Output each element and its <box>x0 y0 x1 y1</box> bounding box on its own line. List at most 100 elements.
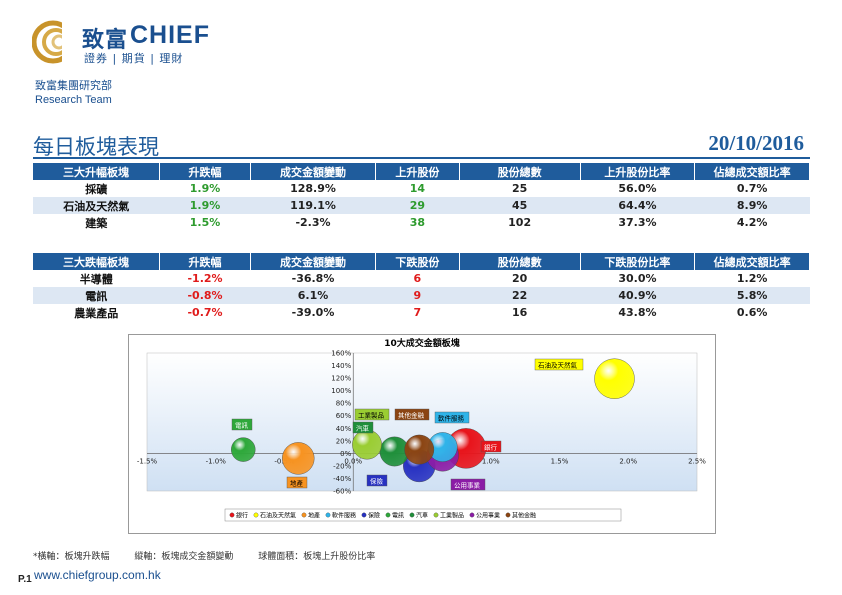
table-cell: 4.2% <box>736 216 768 229</box>
legend-label: 工業製品 <box>440 512 464 520</box>
table-cell: 16 <box>511 306 528 319</box>
bubble-label-box <box>352 421 374 434</box>
table-cell: 7 <box>413 306 422 319</box>
page-number: P.1 <box>18 574 32 585</box>
table-row: 農業產品 -0.7% -39.0% 7 16 43.8% 0.6% <box>33 304 810 321</box>
column-header: 三大跌幅板塊 <box>33 253 161 270</box>
table-row: 半導體 -1.2% -36.8% 6 20 30.0% 1.2% <box>33 270 810 287</box>
bubble-label-box <box>480 440 502 453</box>
column-header: 成交金額變動 <box>250 163 377 180</box>
bubble-label: 軟件服務 <box>438 414 465 423</box>
table-cell: -36.8% <box>291 272 335 285</box>
legend-label: 石油及天然氣 <box>260 512 296 520</box>
bubble-label: 工業製品 <box>358 411 384 420</box>
legend-marker <box>505 512 511 518</box>
table-cell: 25 <box>511 182 528 195</box>
brand-english: CHIEF <box>130 21 210 49</box>
bubble-label: 保險 <box>370 477 384 486</box>
bubble-label-box <box>354 408 390 421</box>
dept-english: Research Team <box>35 94 112 106</box>
company-logo: 致富 CHIEF 證券 | 期貨 | 理財 <box>32 20 242 68</box>
table-cell: 電訊 <box>33 287 160 304</box>
table-cell: 128.9% <box>290 182 336 195</box>
chief-logo-icon <box>32 20 78 64</box>
page-title: 每日板塊表現 <box>33 135 159 159</box>
bubble-label: 銀行 <box>484 443 498 452</box>
bubble-label: 電訊 <box>235 421 249 430</box>
legend-marker <box>361 512 367 518</box>
y-tick-label: 140% <box>331 362 351 370</box>
bubble-label-box <box>534 358 584 371</box>
table-cell: 9 <box>375 287 460 304</box>
table-row: 採礦 1.9% 128.9% 14 25 56.0% 0.7% <box>33 180 810 197</box>
bubble-label-box <box>286 476 308 489</box>
footnote-x-axis: *橫軸：板塊升跌幅 <box>33 552 110 562</box>
website-link[interactable]: www.chiefgroup.com.hk <box>34 568 161 582</box>
table-cell: 1.9% <box>189 182 221 195</box>
table-cell: 半導體 <box>79 272 113 286</box>
table-cell: 64.4% <box>580 197 695 214</box>
table-cell: 0.7% <box>736 182 768 195</box>
table-row: 電訊 -0.8% 6.1% 9 22 40.9% 5.8% <box>33 287 810 304</box>
chart-title: 10大成交金額板塊 <box>384 337 460 349</box>
chart-footnote: *橫軸：板塊升跌幅 縱軸：板塊成交金額變動 球體面積：板塊上升股份比率 <box>33 549 397 562</box>
brand-tagline: 證券 | 期貨 | 理財 <box>84 52 184 65</box>
table-cell: 43.8% <box>618 306 657 319</box>
table-cell: 1.5% <box>189 216 221 229</box>
column-header: 佔總成交額比率 <box>694 163 810 180</box>
column-header: 佔總成交額比率 <box>694 253 810 270</box>
footnote-size: 球體面積：板塊上升股份比率 <box>258 552 376 562</box>
bubble-label-box <box>394 408 430 421</box>
bubble-label: 汽車 <box>356 424 370 433</box>
table-cell: -2.3% <box>295 216 331 229</box>
legend-label: 地產 <box>308 512 320 520</box>
x-tick-label: 0.0% <box>344 457 362 465</box>
bubble-label: 石油及天然氣 <box>538 361 578 370</box>
table-cell: 採礦 <box>85 182 108 196</box>
y-tick-label: -40% <box>333 475 351 483</box>
legend-label: 銀行 <box>236 512 248 520</box>
table-cell: 建築 <box>85 216 108 230</box>
table-cell: 56.0% <box>618 182 657 195</box>
bubble-10 <box>404 434 435 465</box>
legend-box <box>224 508 622 522</box>
legend-marker <box>469 512 475 518</box>
y-tick-label: -20% <box>333 462 351 470</box>
title-divider <box>33 157 810 159</box>
legend-marker <box>301 512 307 518</box>
legend-label: 保險 <box>368 512 380 520</box>
bubble-chart-svg: 10大成交金額板塊 -60% -40% -20% 0% 20% 40% 60% 80% 100% 1… <box>137 337 706 522</box>
table-cell: 40.9% <box>580 287 695 304</box>
research-dept: 致富集團研究部 Research Team <box>35 79 112 107</box>
table-cell: 0.6% <box>736 306 768 319</box>
table-cell: -0.8% <box>159 287 251 304</box>
legend-marker <box>253 512 259 518</box>
y-tick-label: 0% <box>340 450 351 458</box>
bubble-label: 公用事業 <box>454 481 481 490</box>
table-cell: 29 <box>375 197 460 214</box>
bubble-label-box <box>231 418 253 431</box>
y-tick-label: 20% <box>336 437 352 445</box>
y-tick-label: 120% <box>331 375 351 383</box>
table-cell: 6 <box>413 272 422 285</box>
legend-label: 電訊 <box>392 512 404 520</box>
table-cell: 45 <box>459 197 581 214</box>
table-cell: 37.3% <box>618 216 657 229</box>
footnote-y-axis: 縱軸：板塊成交金額變動 <box>134 552 234 562</box>
table-cell: 14 <box>409 182 425 195</box>
table-cell: 1.2% <box>736 272 768 285</box>
table-cell: 38 <box>409 216 425 229</box>
bubble-2 <box>594 358 635 399</box>
y-tick-label: 100% <box>331 387 351 395</box>
table-cell: 8.9% <box>694 197 810 214</box>
column-header: 三大升幅板塊 <box>33 163 161 180</box>
table-cell: 22 <box>459 287 581 304</box>
brand-chinese: 致富 <box>82 28 129 53</box>
legend-label: 公用事業 <box>476 512 500 520</box>
table-cell: -1.2% <box>187 272 223 285</box>
top-gainers-table: 三大升幅板塊 升跌幅 成交金額變動 上升股份 股份總數 上升股份比率 佔總成交額比率 採礦 1… <box>33 163 810 231</box>
table-header-row: 三大跌幅板塊 升跌幅 成交金額變動 下跌股份 股份總數 下跌股份比率 佔總成交額比率 <box>33 253 810 270</box>
x-tick-label: 1.5% <box>551 457 569 465</box>
bubble-label: 地產 <box>290 479 304 488</box>
column-header: 股份總數 <box>459 163 581 180</box>
